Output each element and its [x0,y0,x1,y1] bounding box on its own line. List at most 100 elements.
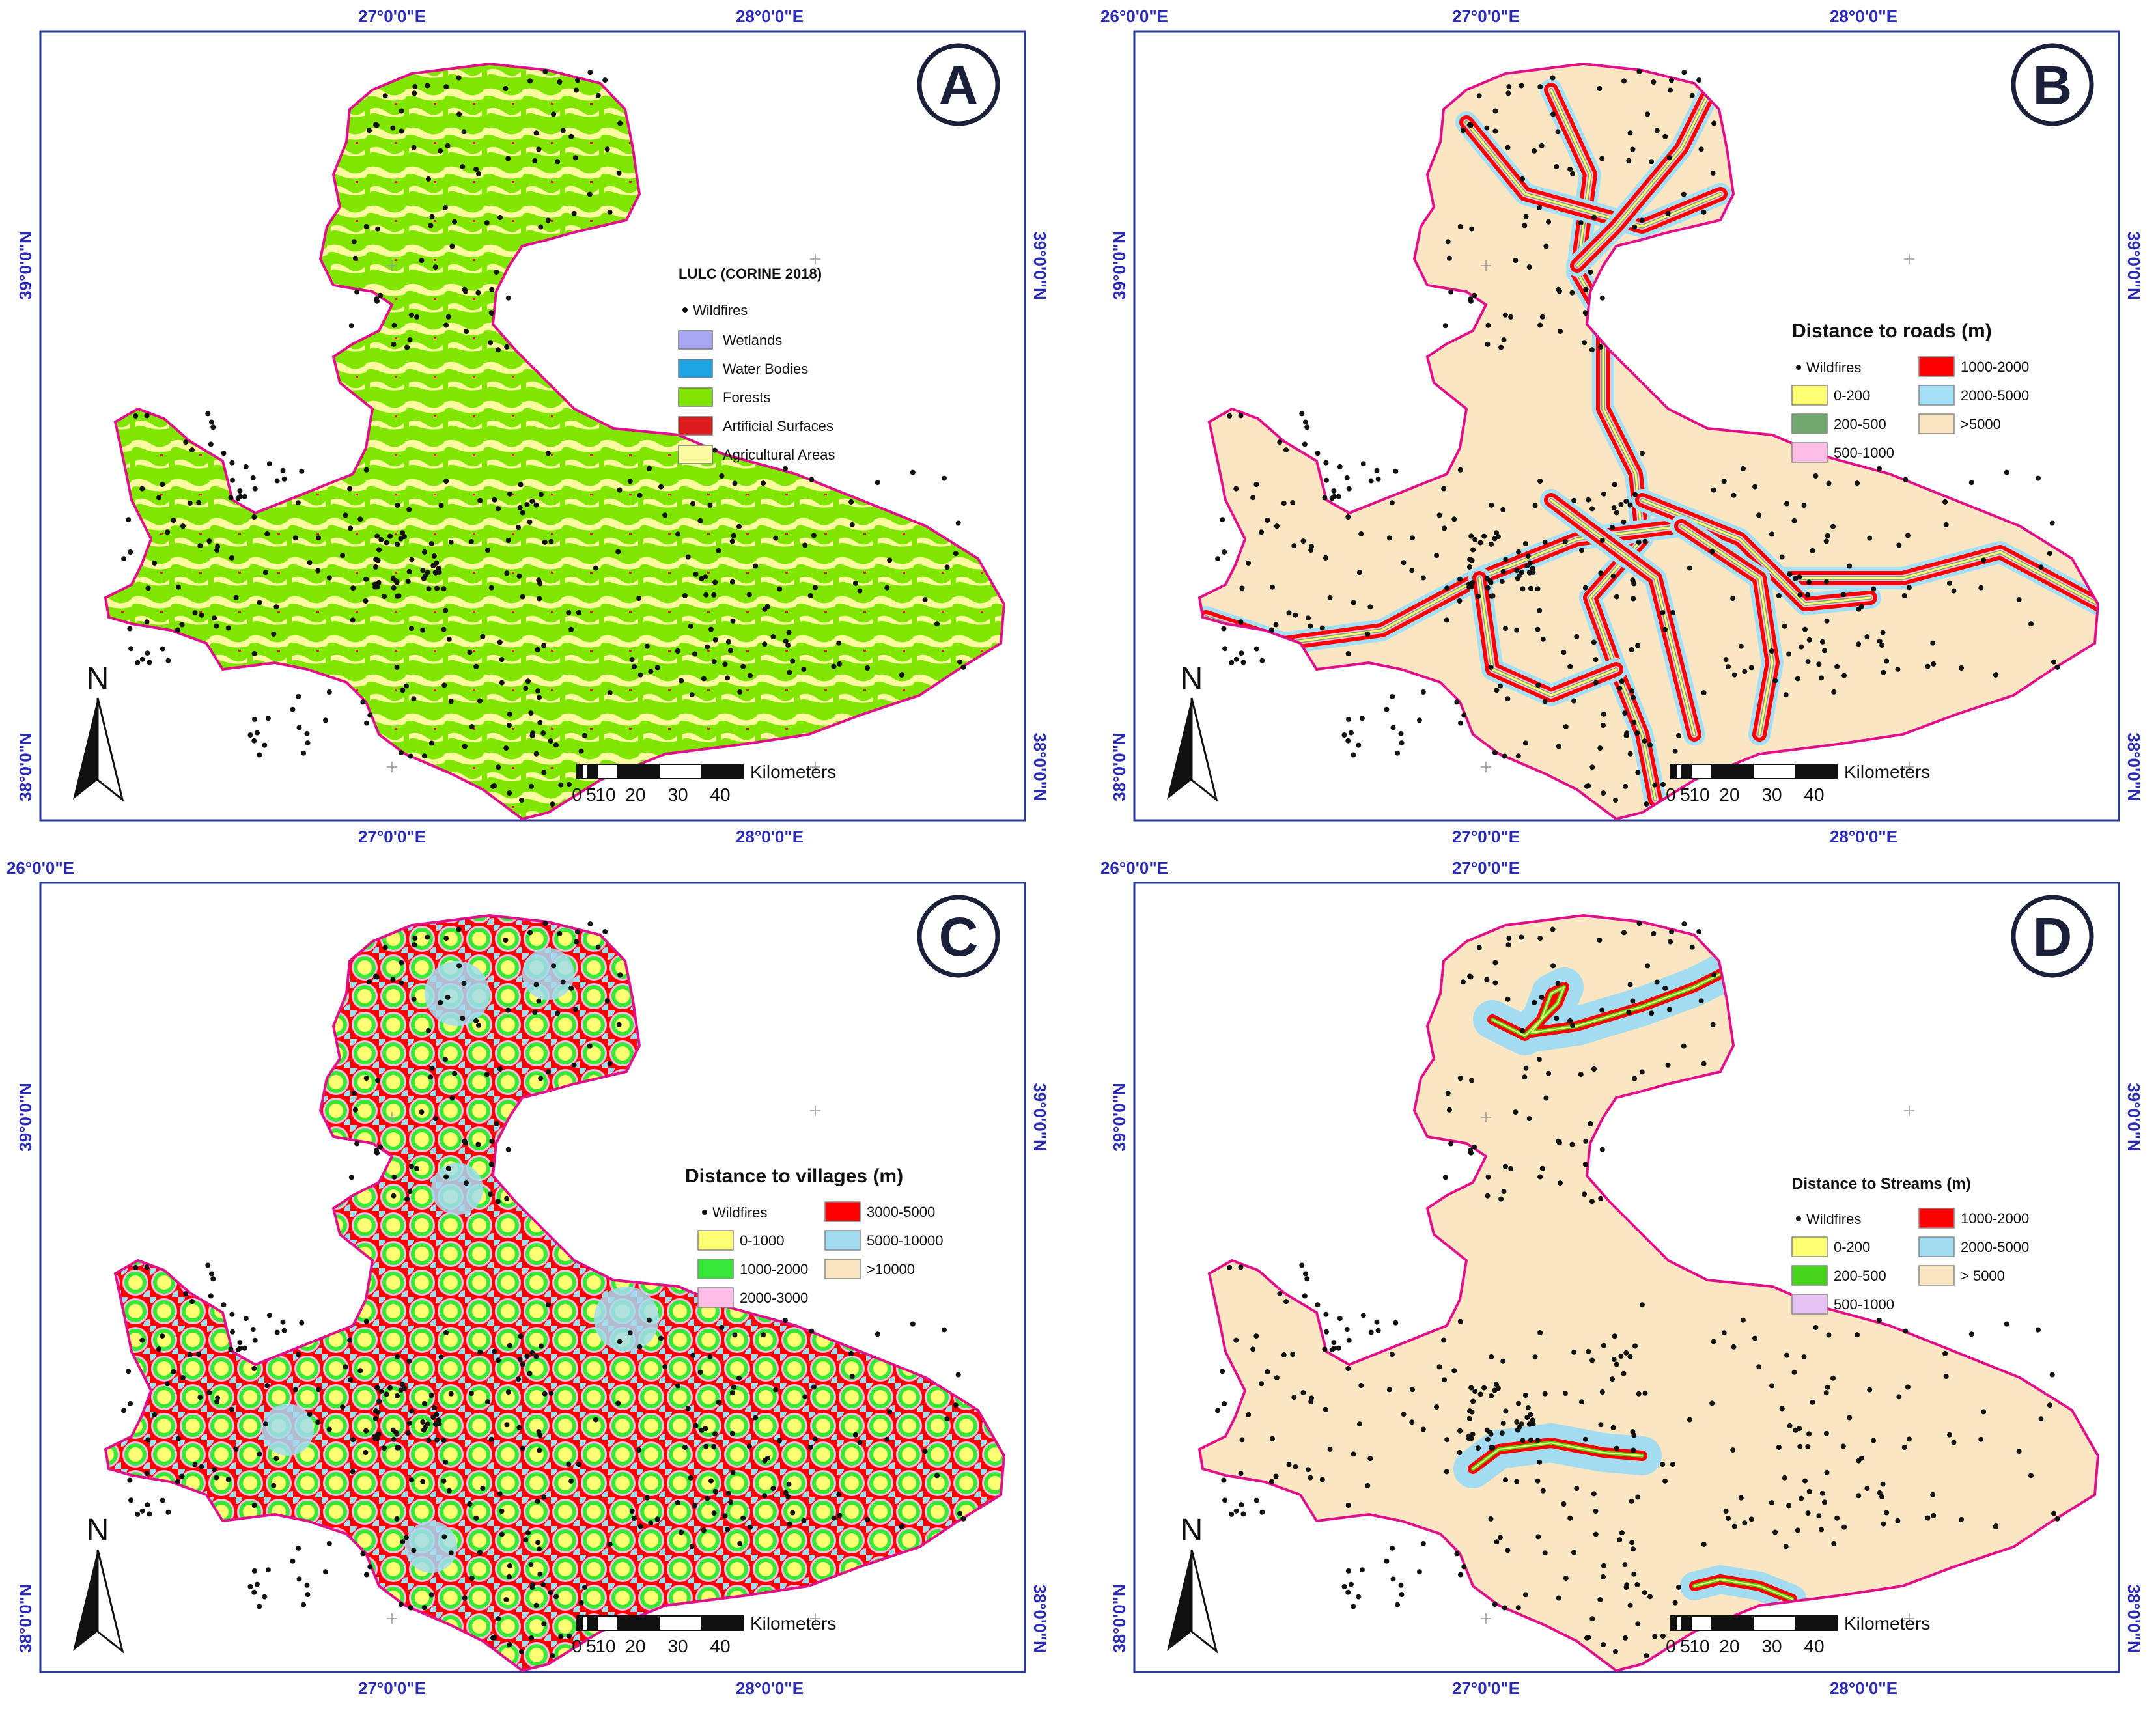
wildfire-point [456,111,462,117]
wildfire-point [707,503,713,508]
wildfire-point [1668,87,1673,93]
wildfire-point [1668,939,1673,945]
wildfire-point [1384,1558,1390,1564]
legend-wildfires-label: Wildfires [1806,359,1861,376]
wildfire-point [473,166,479,172]
wildfire-point [593,565,598,571]
scale-tick-label: 10 [595,1636,615,1656]
wildfire-point [1221,1477,1227,1483]
wildfire-point [662,512,668,518]
wildfire-point [675,1500,680,1505]
wildfire-point [206,538,212,544]
wildfire-point [1215,1408,1221,1413]
wildfire-point [783,1490,789,1495]
wildfire-point [1636,69,1642,74]
wildfire-point [382,594,387,600]
wildfire-point [1627,751,1633,757]
wildfire-point [1622,1562,1628,1568]
wildfire-point [1445,1091,1451,1096]
wildfire-point [934,1473,940,1479]
wildfire-point [637,1523,643,1529]
top-longitude-label: 27°0'0"E [1452,858,1520,878]
wildfire-point [1783,692,1789,698]
wildfire-point [1621,519,1627,525]
legend-title: LULC (CORINE 2018) [679,266,822,282]
wildfire-point [2028,621,2034,627]
wildfire-point [1634,1582,1640,1588]
wildfire-point [1390,693,1395,699]
wildfire-point [960,664,966,670]
map-area [1197,62,2100,821]
wildfire-point [2051,659,2057,665]
legend-item-label: 1000-2000 [1961,359,2029,375]
wildfire-point [179,622,185,628]
legend-swatch [1918,385,1955,406]
wildfire-point [1274,523,1280,529]
wildfire-point [1905,533,1911,538]
wildfire-point [504,344,510,350]
wildfire-point [524,1354,530,1359]
wildfire-point [1665,1062,1671,1068]
wildfire-point [1864,634,1870,640]
wildfire-point [407,1189,413,1195]
wildfire-point [1503,626,1508,632]
wildfire-point [354,289,360,295]
wildfire-point [1569,290,1575,296]
wildfire-point [1805,1510,1811,1516]
wildfire-point [1291,1395,1297,1400]
wildfire-point [1283,1299,1289,1305]
wildfire-point [1539,143,1545,148]
wildfire-point [632,664,637,670]
wildfire-point [1308,1475,1313,1481]
wildfire-point [372,564,378,570]
wildfire-point [2038,1416,2044,1422]
wildfire-point [1895,1518,1901,1523]
wildfire-point [944,564,950,570]
wildfire-point [1558,329,1563,335]
wildfire-point [1701,209,1707,215]
wildfire-point [350,585,356,591]
wildfire-point [887,557,893,563]
wildfire-point [616,170,622,176]
wildfire-point [1993,672,1998,678]
wildfire-point [1635,770,1641,775]
wildfire-point [548,538,554,544]
wildfire-point [400,688,406,693]
wildfire-point [1554,164,1560,170]
wildfire-point [1331,1340,1337,1345]
wildfire-point [1797,1426,1802,1432]
wildfire-point [542,69,548,74]
wildfire-point [1978,1436,1984,1442]
wildfire-point [689,1544,695,1550]
wildfire-point [431,553,437,559]
wildfire-point [1554,1016,1560,1022]
wildfire-point [266,1313,272,1318]
wildfire-point [1687,1417,1692,1423]
wildfire-point [1539,314,1545,320]
legend-swatch [1918,356,1955,377]
wildfire-point [469,724,475,730]
wildfire-point [1348,730,1354,736]
wildfire-point [679,1529,684,1535]
wildfire-point [1799,1495,1804,1501]
wildfire-point [1795,676,1800,682]
wildfire-point [1776,1445,1782,1450]
scale-tick-label: 30 [1761,785,1782,805]
wildfire-point [1586,1348,1591,1354]
wildfire-point [1420,1541,1426,1546]
wildfire-point [1468,1385,1474,1391]
wildfire-point [147,1511,152,1517]
wildfire-point [812,585,818,591]
panel-letter-badge [917,43,1000,126]
wildfire-point [243,464,249,469]
wildfire-point [395,1445,400,1451]
wildfire-point [1726,664,1731,670]
wildfire-point [183,439,189,445]
wildfire-point [1676,1584,1681,1590]
wildfire-point [484,220,490,226]
wildfire-point [1472,1388,1478,1394]
wildfire-point [452,1070,458,1076]
wildfire-point [711,1510,717,1516]
legend-wildfires-label: Wildfires [1806,1211,1861,1227]
wildfire-point [1589,1199,1595,1204]
